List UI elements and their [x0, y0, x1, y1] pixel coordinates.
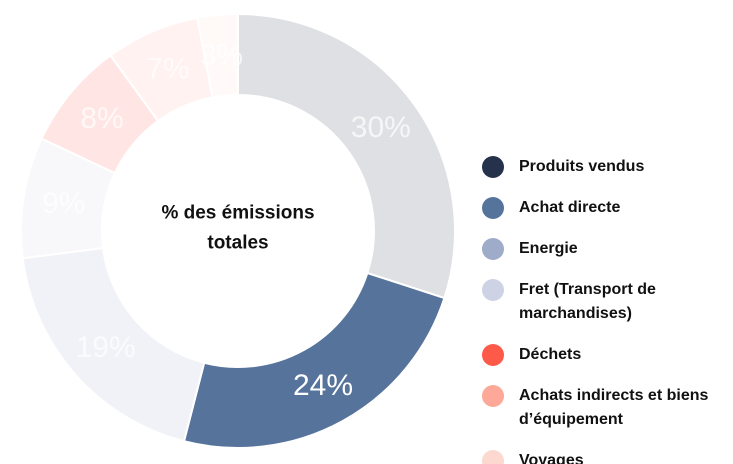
legend-item[interactable]: Déchets: [482, 343, 714, 367]
legend-label: Produits vendus: [519, 158, 645, 175]
legend-swatch: [482, 450, 504, 464]
legend-item[interactable]: Achats indirects et biens d’équipement: [482, 384, 714, 432]
legend-swatch: [482, 279, 504, 301]
legend-swatch: [482, 156, 504, 178]
legend-label: Energie: [519, 240, 578, 257]
center-title: totales: [207, 233, 268, 254]
legend: Produits vendus Achat directe Energie Fret …: [482, 155, 714, 464]
legend-swatch: [482, 385, 504, 407]
legend-item[interactable]: Achat directe: [482, 196, 714, 220]
segment-label: 3%: [200, 39, 243, 72]
chart: 30% 24% 19% 9% 8% 7% 3% % des émissions totales: [21, 12, 456, 449]
segment-label: 9%: [42, 187, 85, 220]
legend-swatch: [482, 197, 504, 219]
legend-swatch: [482, 238, 504, 260]
donut-segment: [237, 12, 456, 300]
center-title: % des émissions: [161, 203, 314, 224]
legend-item[interactable]: Energie: [482, 237, 714, 261]
legend-label: Achat directe: [519, 199, 621, 216]
segment-label: 19%: [76, 331, 136, 364]
segment-label: 8%: [80, 102, 123, 135]
donut-segment: [196, 12, 239, 99]
legend-item[interactable]: Voyages: [482, 449, 714, 464]
segment-label: 30%: [351, 111, 411, 144]
donut-segment: [182, 271, 446, 449]
legend-item[interactable]: Produits vendus: [482, 155, 714, 179]
legend-label: Voyages: [519, 452, 584, 464]
segment-label: 7%: [146, 53, 189, 86]
legend-label: Déchets: [519, 346, 582, 363]
legend-swatch: [482, 344, 504, 366]
legend-label: Achats indirects et biens d’équipement: [519, 387, 709, 428]
legend-label: Fret (Transport de marchandises): [519, 281, 656, 322]
legend-item[interactable]: Fret (Transport de marchandises): [482, 278, 714, 326]
donut-segment: [21, 246, 206, 443]
segment-label: 24%: [293, 369, 353, 402]
